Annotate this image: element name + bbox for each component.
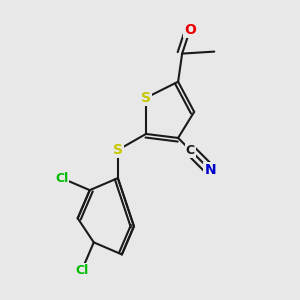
Text: O: O: [184, 22, 196, 37]
Text: C: C: [186, 143, 195, 157]
Text: S: S: [141, 91, 151, 105]
Text: Cl: Cl: [75, 264, 88, 277]
Text: N: N: [204, 163, 216, 177]
Text: Cl: Cl: [55, 172, 68, 184]
Text: S: S: [113, 143, 123, 157]
